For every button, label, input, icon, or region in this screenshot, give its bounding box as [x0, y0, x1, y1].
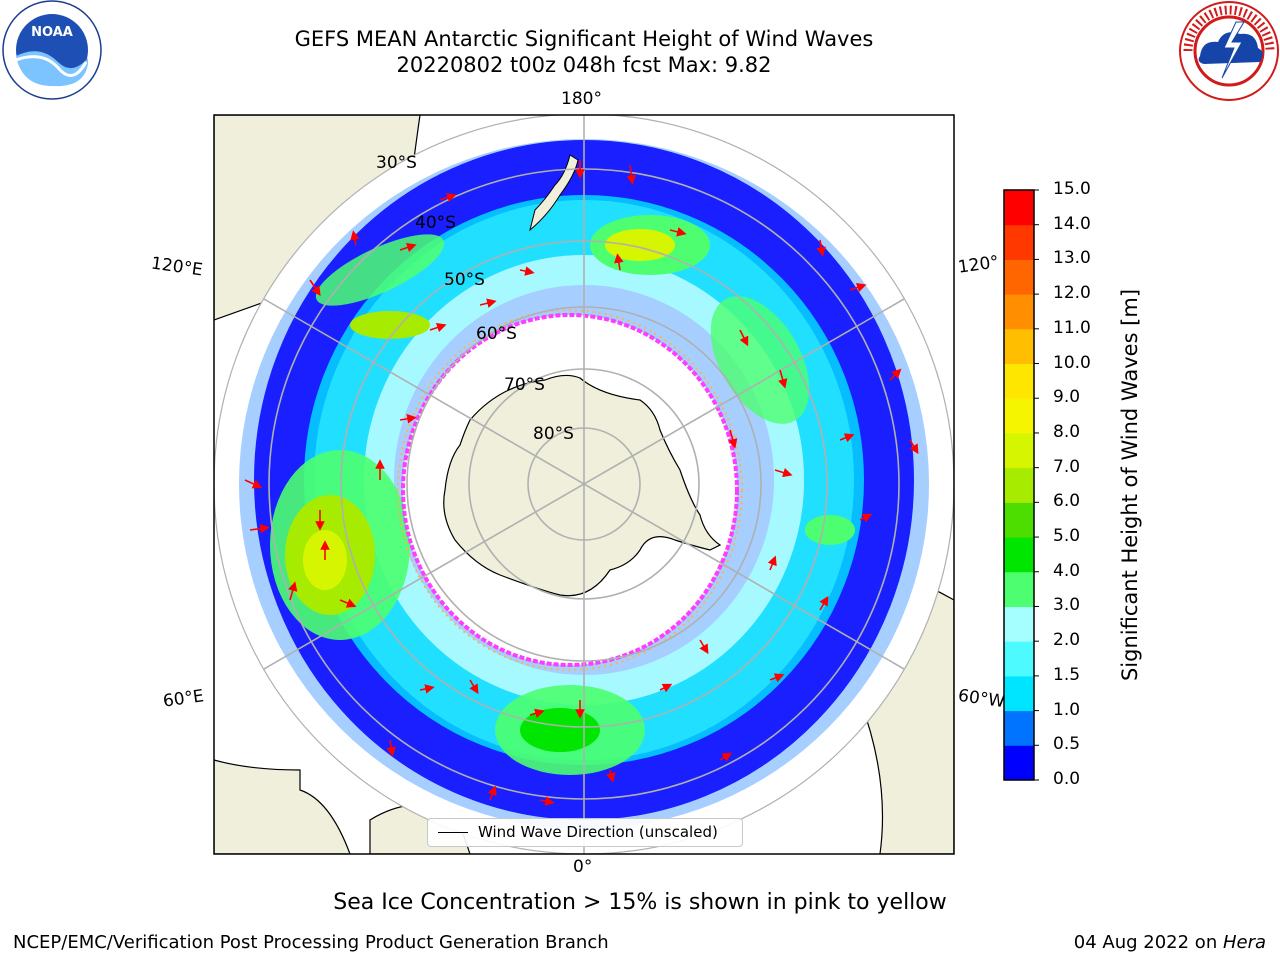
graticule [214, 115, 954, 854]
colorbar-segment [1004, 328, 1034, 365]
svg-text:NOAA: NOAA [31, 25, 73, 40]
colorbar-tick-label: 7.0 [1053, 456, 1081, 477]
colorbar-tick-label: 2.0 [1053, 630, 1081, 651]
footer-date-text: 04 Aug 2022 on [1073, 932, 1223, 953]
colorbar-segment [1004, 745, 1034, 781]
legend-label: Wind Wave Direction (unscaled) [478, 823, 718, 841]
colorbar-segment [1004, 571, 1034, 607]
colorbar-tick-label: 15.0 [1053, 179, 1091, 199]
lat-label-70s: 70°S [504, 375, 545, 395]
lat-label-60s: 60°S [476, 324, 517, 344]
colorbar-tick-label: 6.0 [1053, 491, 1081, 512]
colorbar-frame [1003, 189, 1035, 781]
colorbar-tick-label: 1.5 [1053, 664, 1081, 685]
lat-label-50s: 50°S [444, 270, 485, 290]
colorbar-tick-label: 8.0 [1053, 421, 1081, 442]
colorbar-segment [1004, 710, 1034, 746]
colorbar-tick-label: 13.0 [1053, 248, 1091, 269]
noaa-logo: NOAA [2, 0, 102, 100]
footer-date: 04 Aug 2022 on Hera [1074, 932, 1266, 953]
chart-subtitle: 20220802 t00z 048h fcst Max: 9.82 [396, 53, 772, 77]
colorbar-tick-label: 4.0 [1053, 560, 1081, 581]
colorbar-segment [1004, 190, 1034, 226]
colorbar-segment [1004, 294, 1034, 330]
colorbar-tick-label: 3.0 [1053, 595, 1081, 616]
colorbar-segment [1004, 502, 1034, 538]
colorbar-segment [1004, 606, 1034, 642]
nws-logo [1179, 1, 1279, 101]
lon-label-180: 180° [561, 89, 602, 109]
map-legend: Wind Wave Direction (unscaled) [427, 818, 743, 847]
new-zealand [529, 154, 579, 232]
colorbar-tick-label: 12.0 [1053, 283, 1091, 304]
colorbar-tick-label: 11.0 [1053, 317, 1091, 338]
colorbar-tick-label: 0.0 [1053, 769, 1081, 789]
sea-ice-note: Sea Ice Concentration > 15% is shown in … [333, 890, 947, 915]
wind-wave-arrows [244, 160, 919, 806]
colorbar-tick-label: 9.0 [1053, 387, 1081, 408]
colorbar-tick-label: 10.0 [1053, 352, 1091, 373]
lat-label-40s: 40°S [415, 213, 456, 233]
colorbar-segment [1004, 259, 1034, 295]
colorbar-segment [1004, 224, 1034, 260]
colorbar-label: Significant Height of Wind Waves [m] [1118, 288, 1142, 682]
colorbar-segment [1004, 537, 1034, 573]
lat-label-80s: 80°S [533, 424, 574, 444]
colorbar-segment [1004, 467, 1034, 503]
legend-line-swatch [438, 832, 468, 833]
footer-machine: Hera [1222, 932, 1266, 953]
colorbar-tick-label: 1.0 [1053, 699, 1081, 720]
colorbar-segment [1004, 641, 1034, 677]
colorbar [1003, 189, 1039, 781]
colorbar-tick-label: 5.0 [1053, 526, 1081, 547]
lat-label-30s: 30°S [376, 153, 417, 173]
colorbar-segment [1004, 398, 1034, 434]
footer-credit: NCEP/EMC/Verification Post Processing Pr… [13, 932, 609, 953]
chart-title: GEFS MEAN Antarctic Significant Height o… [294, 27, 874, 51]
lon-label-0: 0° [573, 857, 593, 877]
colorbar-segment [1004, 675, 1034, 712]
colorbar-tick-label: 0.5 [1053, 734, 1081, 755]
colorbar-segment [1004, 432, 1034, 469]
colorbar-segment [1004, 363, 1034, 399]
colorbar-tick-label: 14.0 [1053, 213, 1091, 234]
